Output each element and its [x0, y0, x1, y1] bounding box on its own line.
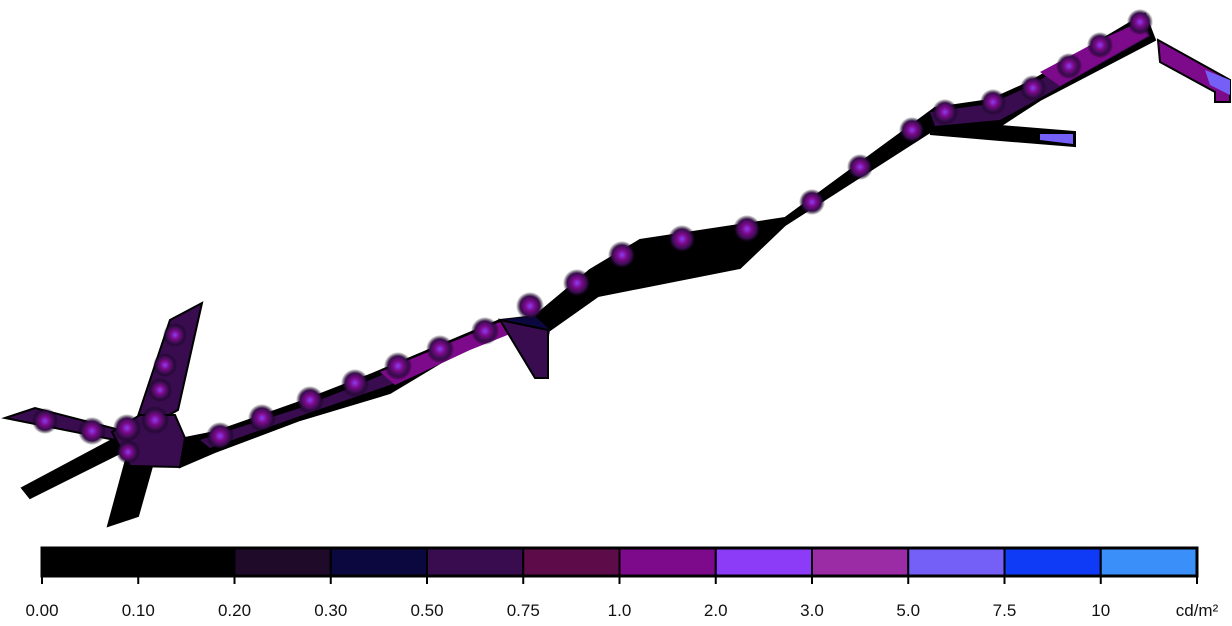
legend-tick-label: 0.10: [122, 601, 155, 620]
lamp-pools: [32, 9, 1153, 464]
legend-band: [41, 547, 140, 577]
legend-band: [618, 547, 717, 577]
legend-tick-label: 0.75: [507, 601, 540, 620]
legend-tick-label: 0.30: [314, 601, 347, 620]
legend-band: [811, 547, 910, 577]
legend-tick-label: 3.0: [800, 601, 824, 620]
branch-stub: [497, 318, 549, 379]
branch-side-band: [1040, 134, 1073, 144]
legend-band: [1099, 547, 1198, 577]
legend-tick-label: 7.5: [993, 601, 1017, 620]
legend-tick-label: 0.00: [25, 601, 58, 620]
legend-band: [233, 547, 332, 577]
color-scale-legend: 0.00 0.10 0.20 0.30 0.50 0.75 1.0 2.0 3.0 5.0 7.5 1…: [25, 546, 1219, 620]
legend-ticks: 0.00 0.10 0.20 0.30 0.50 0.75 1.0 2.0 3.0 5.0 7.5 1…: [25, 576, 1198, 620]
branch-right: [1156, 38, 1231, 103]
legend-band: [714, 547, 813, 577]
legend-band: [426, 547, 525, 577]
branch-right-tip: [1205, 70, 1230, 95]
branch-side: [929, 124, 1076, 148]
luminance-floor-plan: [1, 9, 1231, 528]
legend-tick-label: 10: [1091, 601, 1110, 620]
legend-tick-label: 0.20: [218, 601, 251, 620]
legend-band: [137, 547, 236, 577]
legend-band: [522, 547, 621, 577]
legend-bands: [40, 546, 1199, 578]
legend-tick-label: 2.0: [704, 601, 728, 620]
branch-left-southwest: [20, 438, 133, 500]
legend-tick-label: 1.0: [608, 601, 632, 620]
legend-tick-label: 0.50: [410, 601, 443, 620]
legend-band: [907, 547, 1006, 577]
legend-unit-label: cd/m²: [1176, 601, 1219, 620]
legend-tick-label: 5.0: [896, 601, 920, 620]
legend-band: [1003, 547, 1102, 577]
legend-band: [329, 547, 428, 577]
